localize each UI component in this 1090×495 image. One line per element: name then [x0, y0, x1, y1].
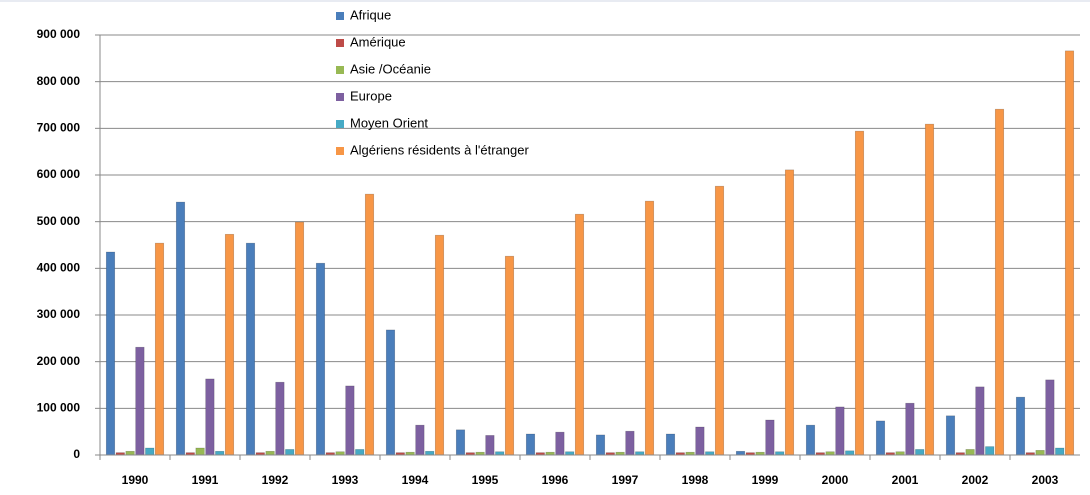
y-tick-label: 300 000 — [37, 307, 81, 321]
bar — [195, 447, 205, 456]
legend-swatch — [336, 39, 344, 47]
bar — [765, 419, 775, 456]
legend-swatch — [336, 66, 344, 74]
bar — [915, 449, 925, 456]
bar — [135, 346, 145, 456]
bar — [574, 213, 585, 456]
x-tick-label: 1999 — [752, 473, 779, 487]
legend-label: Moyen Orient — [350, 115, 428, 130]
bar — [265, 450, 275, 456]
y-tick-label: 400 000 — [37, 261, 81, 275]
bar — [154, 242, 165, 456]
y-tick-label: 500 000 — [37, 214, 81, 228]
bar — [485, 435, 495, 456]
bar — [1064, 50, 1075, 456]
bar — [1045, 379, 1055, 456]
legend-label: Asie /Océanie — [350, 61, 431, 76]
bar — [215, 450, 225, 456]
x-tick-label: 1994 — [402, 473, 429, 487]
bar — [875, 420, 886, 456]
bar — [595, 434, 606, 456]
x-tick-label: 1998 — [682, 473, 709, 487]
x-tick-label: 1990 — [122, 473, 149, 487]
bar — [805, 424, 816, 456]
bar — [1015, 396, 1026, 456]
bar — [625, 430, 635, 456]
legend-label: Amérique — [350, 34, 406, 49]
y-tick-label: 100 000 — [37, 401, 81, 415]
x-tick-label: 1997 — [612, 473, 639, 487]
x-tick-label: 2002 — [962, 473, 989, 487]
x-tick-label: 1996 — [542, 473, 569, 487]
y-tick-label: 200 000 — [37, 354, 81, 368]
bar — [434, 234, 445, 456]
x-tick-label: 2003 — [1032, 473, 1059, 487]
bar — [644, 200, 655, 456]
bar — [145, 447, 155, 456]
bar — [175, 201, 186, 456]
bar — [245, 242, 256, 456]
x-tick-label: 2000 — [822, 473, 849, 487]
y-tick-label: 0 — [73, 447, 80, 461]
x-tick-label: 1993 — [332, 473, 359, 487]
bar — [854, 130, 865, 456]
bar — [994, 108, 1005, 456]
bar — [945, 415, 956, 456]
x-tick-label: 2001 — [892, 473, 919, 487]
x-tick-label: 1995 — [472, 473, 499, 487]
y-tick-label: 900 000 — [37, 27, 81, 41]
bar — [735, 450, 746, 456]
bar — [285, 449, 295, 456]
bar — [345, 385, 355, 456]
bar — [985, 446, 995, 456]
bar — [975, 386, 985, 456]
bar — [125, 450, 135, 456]
bar — [275, 381, 285, 456]
y-tick-label: 600 000 — [37, 167, 81, 181]
bar — [105, 251, 116, 456]
bar — [205, 378, 215, 456]
bar — [315, 262, 326, 456]
y-tick-label: 700 000 — [37, 121, 81, 135]
legend-label: Afrique — [350, 7, 391, 22]
bar — [224, 233, 235, 456]
bar — [555, 431, 565, 456]
legend-label: Europe — [350, 88, 392, 103]
bar — [695, 426, 705, 456]
bar — [714, 185, 725, 456]
legend-swatch — [336, 12, 344, 20]
bar — [364, 193, 375, 456]
bar — [425, 450, 435, 456]
bar — [525, 433, 536, 456]
bar — [355, 449, 365, 456]
legend-swatch — [336, 147, 344, 155]
bar — [835, 406, 845, 456]
x-tick-label: 1991 — [192, 473, 219, 487]
legend-swatch — [336, 120, 344, 128]
bar — [924, 123, 935, 456]
y-tick-label: 800 000 — [37, 74, 81, 88]
bar — [415, 424, 425, 456]
bar — [665, 433, 676, 456]
bar — [385, 329, 396, 456]
bar — [1035, 450, 1045, 456]
x-tick-label: 1992 — [262, 473, 289, 487]
bar — [294, 221, 305, 456]
bar — [1055, 447, 1065, 456]
legend-swatch — [336, 93, 344, 101]
bar — [965, 449, 975, 456]
bar — [845, 450, 855, 456]
bar — [504, 255, 515, 456]
legend-label: Algériens résidents à l'étranger — [350, 142, 529, 157]
bar — [455, 429, 466, 456]
bar — [905, 402, 915, 456]
bar — [784, 169, 795, 456]
